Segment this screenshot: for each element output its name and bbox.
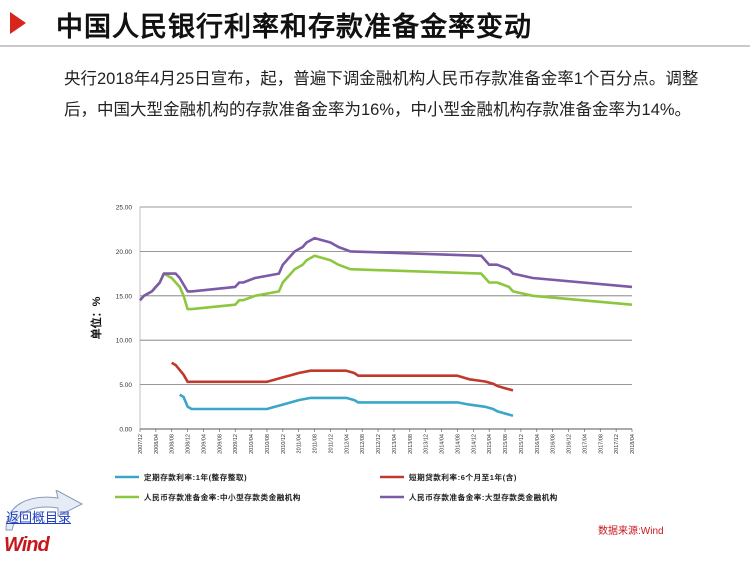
back-to-contents-button[interactable]: 返回概目录 Wind	[0, 490, 90, 560]
x-tick-label: 2011/08	[313, 434, 319, 453]
x-tick-label: 2010/04	[249, 434, 255, 454]
title-divider	[0, 45, 750, 47]
curved-arrow-icon	[5, 490, 84, 531]
x-tick-label: 2015/04	[487, 434, 493, 454]
summary-paragraph: 央行2018年4月25日宣布，起，普遍下调金融机构人民币存款准备金率1个百分点。…	[64, 70, 699, 119]
legend-label: 短期贷款利率:6个月至1年(含)	[409, 472, 517, 482]
x-tick-label: 2017/12	[614, 434, 620, 454]
x-tick-label: 2007/12	[138, 434, 144, 454]
page-title: 中国人民银行利率和存款准备金率变动	[56, 12, 532, 42]
back-to-contents-link[interactable]: 返回概目录	[6, 510, 72, 525]
x-tick-label: 2014/12	[471, 434, 477, 454]
x-tick-label: 2009/04	[201, 434, 207, 454]
x-tick-label: 2008/04	[154, 434, 160, 454]
chart-legend: 定期存款利率:1年(整存整取) 短期贷款利率:6个月至1年(含) 人民币存款准备金率…	[115, 472, 558, 502]
x-tick-label: 2009/12	[233, 434, 239, 454]
x-tick-label: 2012/12	[376, 434, 382, 454]
y-tick-label: 20.00	[116, 249, 133, 256]
legend-label: 人民币存款准备金率:中小型存款类金融机构	[144, 492, 301, 502]
y-tick-label: 15.00	[116, 293, 133, 300]
chart-grid	[139, 206, 632, 430]
x-tick-label: 2011/04	[297, 434, 303, 453]
x-tick-label: 2012/04	[344, 434, 350, 454]
x-tick-label: 2018/04	[630, 434, 636, 454]
x-tick-label: 2015/12	[519, 434, 525, 454]
x-tick-label: 2011/12	[328, 434, 334, 453]
wind-logo: Wind	[4, 534, 50, 556]
y-tick-labels: 0.00 5.00 10.00 15.00 20.00 25.00	[116, 205, 133, 434]
chart-series	[139, 236, 633, 417]
x-tick-label: 2010/08	[265, 434, 271, 454]
x-tick-label: 2008/08	[170, 434, 176, 454]
series-line-1	[179, 393, 514, 417]
x-tick-label: 2012/08	[360, 434, 366, 454]
x-tick-label: 2008/12	[186, 434, 192, 454]
x-tick-label: 2009/08	[217, 434, 223, 454]
y-tick-label: 5.00	[119, 382, 132, 389]
data-source-note: 数据来源:Wind	[598, 526, 664, 537]
x-tick-label: 2014/08	[455, 434, 461, 454]
x-tick-label: 2016/04	[535, 434, 541, 454]
y-axis-label: 单位：%	[89, 296, 103, 339]
y-tick-label: 0.00	[119, 427, 132, 434]
series-line-2	[171, 361, 514, 392]
x-tick-label: 2016/12	[567, 434, 573, 454]
x-tick-label: 2017/08	[598, 434, 604, 454]
x-tick-label: 2014/04	[440, 434, 446, 454]
x-tick-labels: 2007/12 2008/04 2008/08 2008/12 2009/04 2009/…	[138, 429, 636, 454]
x-tick-label: 2013/12	[424, 434, 430, 454]
x-tick-label: 2017/04	[582, 434, 588, 454]
x-tick-label: 2016/08	[551, 434, 557, 454]
title-bar: 中国人民银行利率和存款准备金率变动	[0, 0, 750, 47]
x-tick-label: 2010/12	[281, 434, 287, 454]
series-line-4	[139, 236, 633, 302]
x-tick-label: 2015/08	[503, 434, 509, 454]
y-tick-label: 10.00	[116, 338, 133, 345]
y-tick-label: 25.00	[116, 205, 133, 212]
x-tick-label: 2013/04	[392, 434, 398, 454]
legend-label: 人民币存款准备金率:大型存款类金融机构	[409, 492, 558, 502]
x-tick-label: 2013/08	[408, 434, 414, 454]
rate-chart: 单位：% 0.00 5.00 10.00 15.00 20.00 25.00 2007/1…	[89, 205, 636, 503]
legend-label: 定期存款利率:1年(整存整取)	[144, 472, 247, 482]
title-arrow-icon	[10, 12, 26, 34]
series-line-3	[139, 254, 633, 311]
